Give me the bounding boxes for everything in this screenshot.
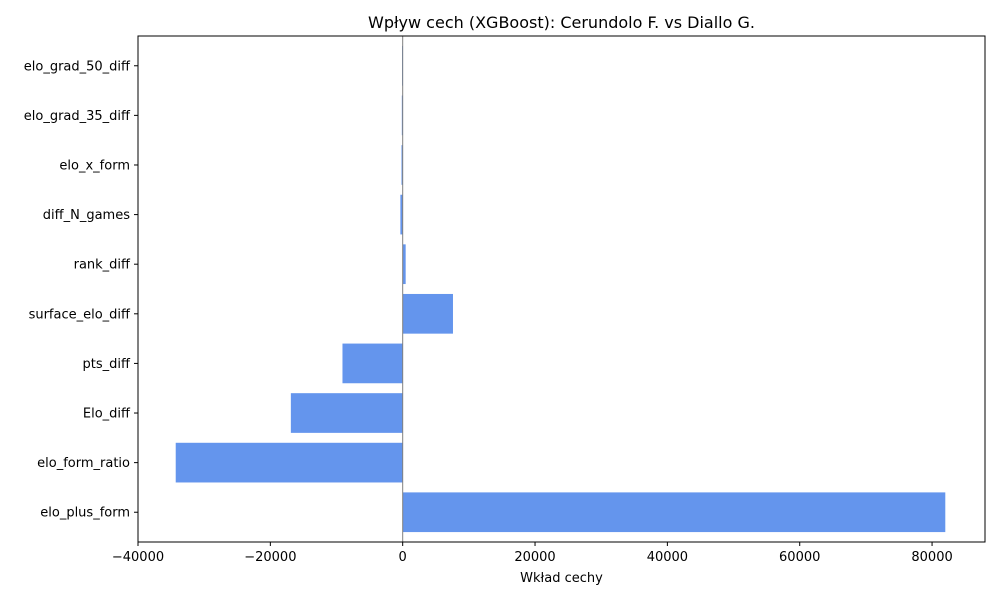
- y-axis: elo_plus_form elo_form_ratio Elo_diff pts_d…: [24, 59, 138, 521]
- x-tick-label: 80000: [911, 550, 952, 565]
- y-tick-label: elo_grad_50_diff: [24, 59, 131, 74]
- bar-surface_elo_diff: [402, 293, 453, 334]
- plot-area-frame: [137, 35, 986, 543]
- x-tick-label: 20000: [514, 550, 555, 565]
- bar-elo_form_ratio: [175, 442, 403, 483]
- bar-Elo_diff: [290, 393, 403, 433]
- y-tick-label: diff_N_games: [43, 208, 130, 223]
- chart-title: Wpływ cech (XGBoost): Cerundolo F. vs Di…: [368, 13, 755, 32]
- y-tick-label: Elo_diff: [83, 407, 131, 422]
- y-tick-label: elo_plus_form: [40, 506, 130, 521]
- y-tick-label: surface_elo_diff: [29, 307, 131, 322]
- y-tick-label: elo_form_ratio: [37, 456, 130, 471]
- bar-rank_diff: [402, 244, 406, 285]
- y-tick-label: elo_x_form: [59, 158, 130, 173]
- x-tick-label: 0: [399, 550, 407, 565]
- x-tick-label: 40000: [647, 550, 688, 565]
- x-tick-label: −20000: [244, 550, 296, 565]
- bar-elo_x_form: [401, 145, 403, 185]
- x-axis-label: Wkład cechy: [520, 571, 603, 586]
- bars-group: [175, 45, 946, 533]
- bar-elo_plus_form: [402, 492, 946, 533]
- bar-pts_diff: [342, 343, 403, 384]
- y-tick-label: elo_grad_35_diff: [24, 109, 131, 124]
- x-tick-label: −40000: [112, 550, 164, 565]
- bar-diff_N_games: [400, 194, 403, 235]
- y-tick-label: pts_diff: [83, 357, 131, 372]
- x-axis: −40000 −20000 0 20000 40000 60000 80000: [112, 542, 953, 565]
- y-tick-label: rank_diff: [74, 258, 131, 273]
- x-tick-label: 60000: [779, 550, 820, 565]
